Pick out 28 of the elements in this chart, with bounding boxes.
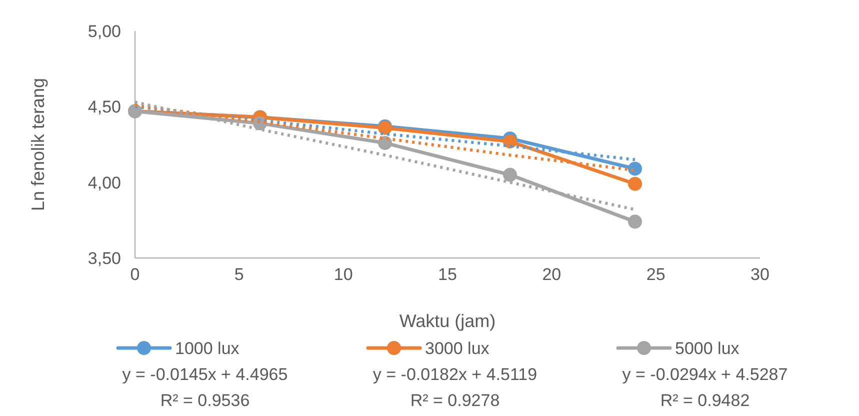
- point: [628, 176, 642, 191]
- y-tick-label: 4,50: [88, 98, 121, 117]
- legend-label: 5000 lux: [675, 338, 740, 358]
- y-tick-label: 4,00: [88, 173, 121, 192]
- x-axis-title: Waktu (jam): [399, 311, 496, 331]
- x-tick-label: 10: [334, 265, 353, 284]
- y-axis-title: Ln fenolik terang: [28, 78, 48, 212]
- point: [378, 136, 392, 150]
- point: [503, 168, 517, 182]
- point: [503, 134, 517, 148]
- text: R² = 0.9278: [410, 390, 500, 410]
- y-tick-label: 3,50: [88, 248, 121, 268]
- text: R² = 0.9482: [660, 390, 750, 410]
- x-tick-label: 5: [234, 265, 244, 284]
- legend-label: 1000 lux: [175, 338, 240, 358]
- text: y = -0.0145x + 4.4965: [122, 364, 288, 384]
- x-tick-label: 30: [750, 265, 770, 284]
- x-tick-label: 15: [438, 265, 457, 284]
- y-tick-label: 5,00: [88, 22, 121, 41]
- text: R² = 0.9536: [160, 390, 250, 410]
- x-tick-label: 25: [646, 265, 666, 284]
- text: y = -0.0182x + 4.5119: [372, 364, 538, 384]
- legend-label: 3000 lux: [425, 338, 490, 358]
- x-tick-label: 0: [130, 265, 140, 284]
- point: [628, 214, 642, 229]
- text: y = -0.0294x + 4.5287: [622, 364, 788, 384]
- x-tick-label: 20: [542, 265, 562, 284]
- point: [628, 162, 642, 176]
